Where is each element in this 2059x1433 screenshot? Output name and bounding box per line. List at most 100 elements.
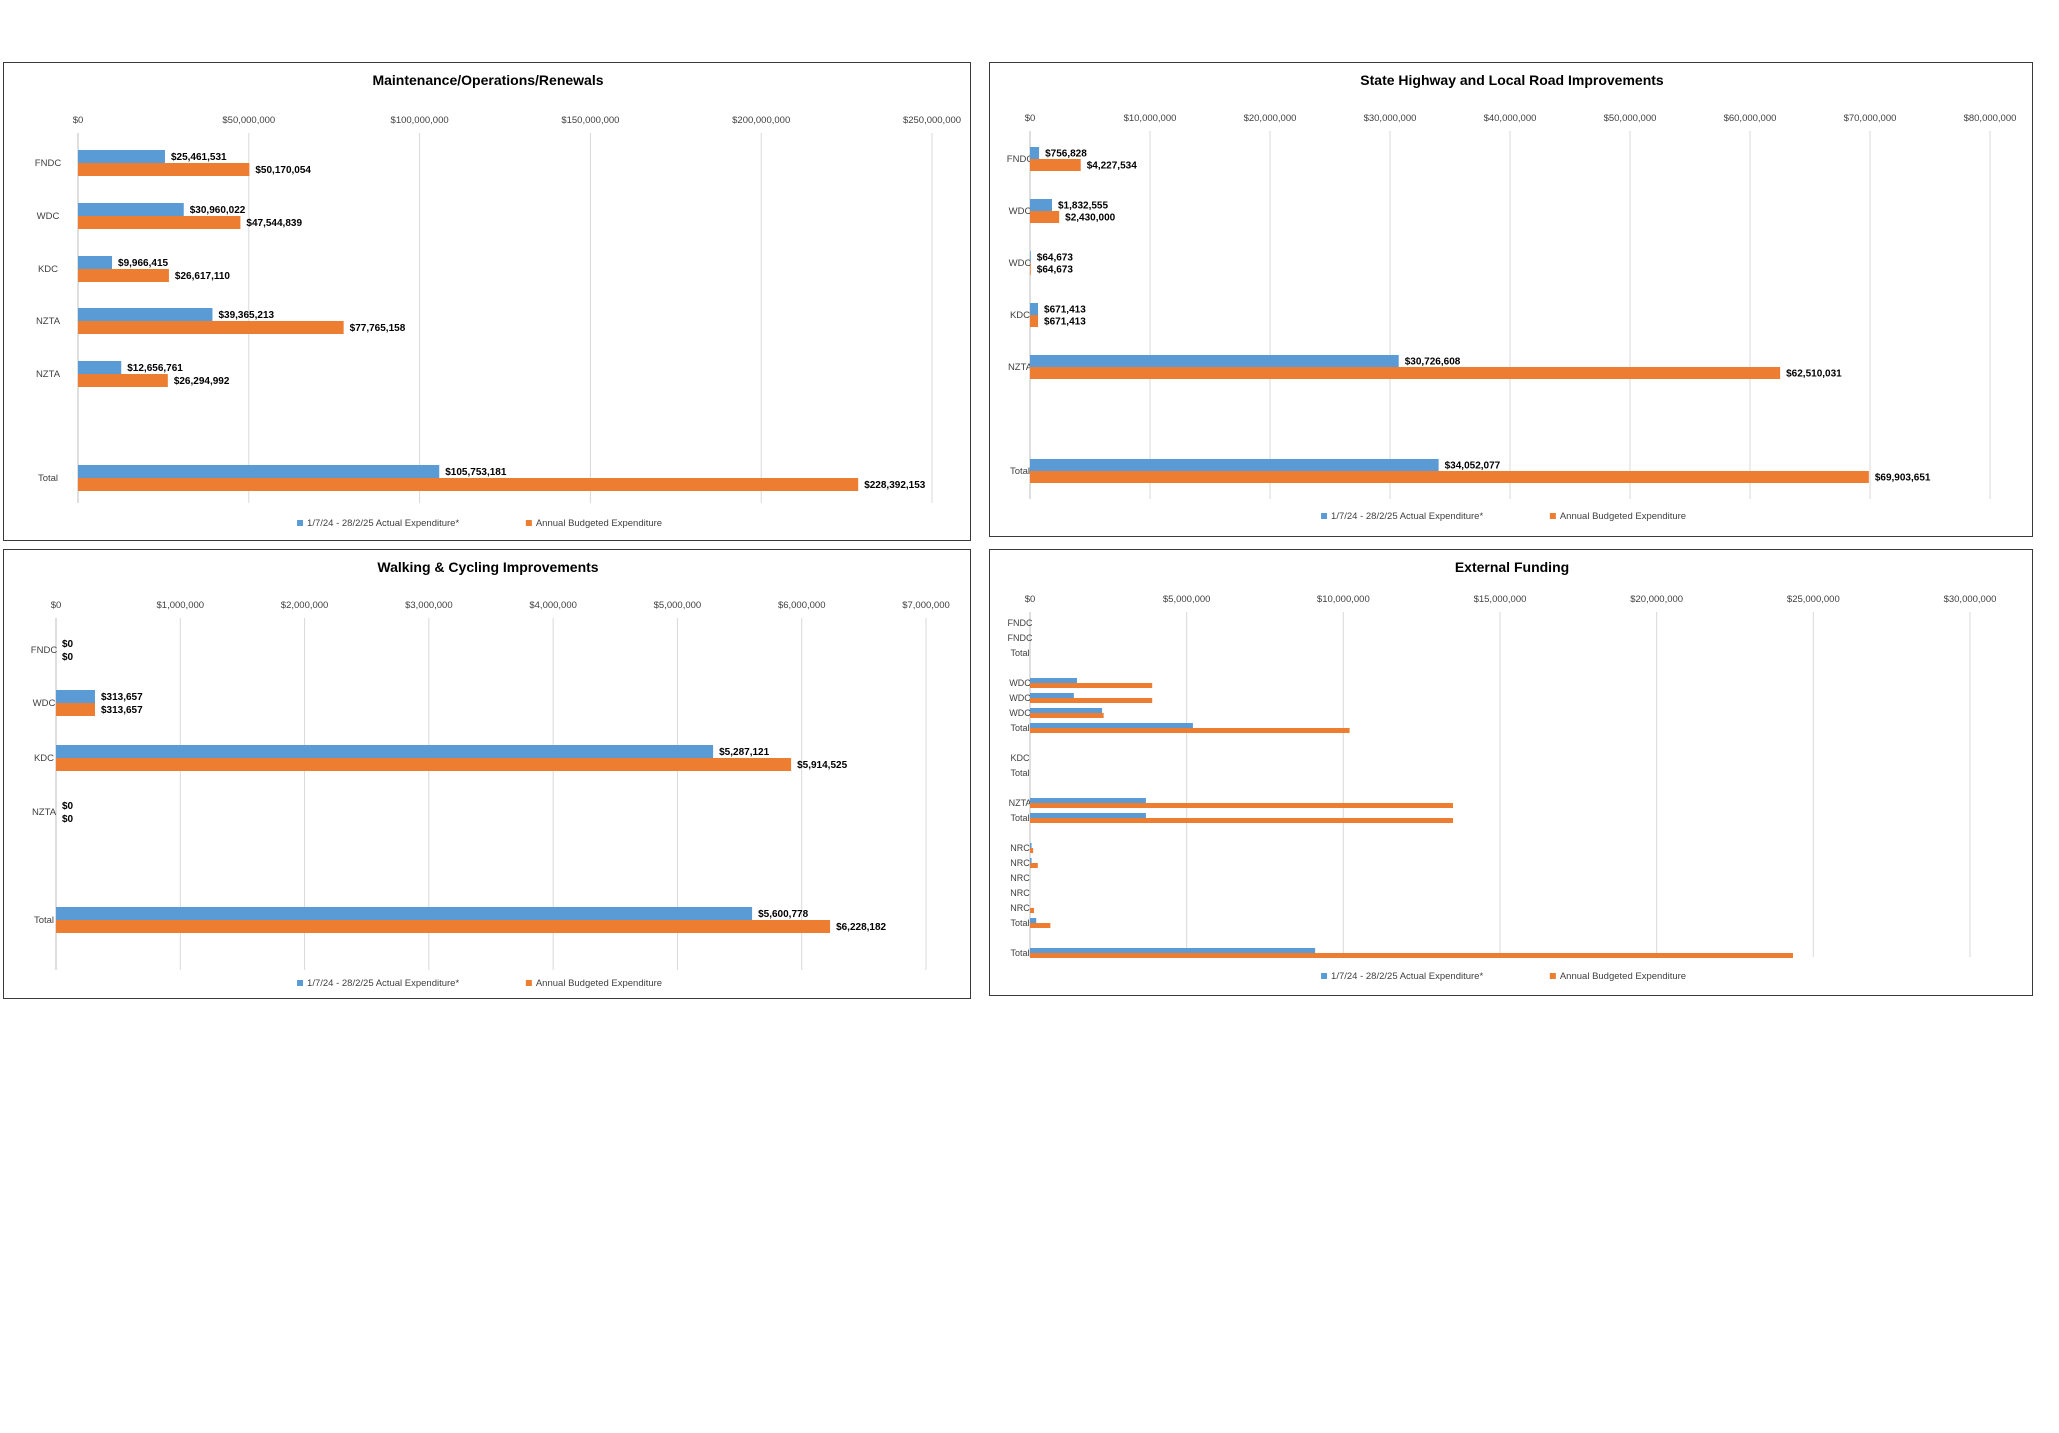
x-tick-label: $0 (73, 115, 84, 126)
bar (1030, 723, 1193, 728)
category-label: WDC (1009, 693, 1031, 703)
chart-panel-external-funding: External Funding $0 $5,000,000 $10,000,000 $… (989, 549, 2033, 996)
data-label: $4,227,534 (1087, 161, 1137, 172)
category-label: KDC (1010, 310, 1030, 321)
chart-external-funding: External Funding $0 $5,000,000 $10,000,000 $… (1008, 559, 1997, 982)
bar (1030, 459, 1439, 471)
category-label: FNDC (1007, 154, 1034, 165)
data-label: $671,413 (1044, 305, 1086, 316)
x-tick-label: $50,000,000 (222, 115, 275, 126)
bar (1030, 698, 1153, 703)
x-tick-label: $0 (1025, 594, 1036, 605)
data-label: $1,832,555 (1058, 201, 1108, 212)
bar (1030, 803, 1453, 808)
category-label: WDC (37, 211, 60, 222)
x-tick-label: $15,000,000 (1474, 594, 1527, 605)
x-tick-label: $10,000,000 (1124, 113, 1177, 124)
legend-label-budget: Annual Budgeted Expenditure (536, 518, 662, 529)
x-tick-label: $80,000,000 (1964, 113, 2017, 124)
legend-swatch-actual (1321, 513, 1328, 519)
bar (1030, 948, 1316, 953)
bar (1030, 211, 1060, 223)
chart-walking-cycling: Walking & Cycling Improvements $0 $1,000,0… (31, 559, 950, 989)
data-label: $64,673 (1037, 253, 1074, 264)
bar (1030, 693, 1074, 698)
bar (1030, 813, 1146, 818)
data-label: $0 (62, 814, 74, 825)
category-label: KDC (1010, 753, 1030, 763)
category-label: WDC (1009, 708, 1031, 718)
data-label: $12,656,761 (127, 363, 183, 374)
bar (78, 308, 213, 321)
x-tick-label: $50,000,000 (1604, 113, 1657, 124)
bar (78, 216, 241, 229)
legend: 1/7/24 - 28/2/25 Actual Expenditure* Annu… (1321, 971, 1686, 982)
bar (1030, 848, 1034, 853)
data-label: $313,657 (101, 705, 143, 716)
chart-title: Walking & Cycling Improvements (377, 559, 598, 575)
category-label: Total (1010, 723, 1029, 733)
category-label: NZTA (36, 369, 61, 380)
legend: 1/7/24 - 28/2/25 Actual Expenditure* Annu… (1321, 511, 1686, 522)
bar (1030, 303, 1039, 315)
bar (1030, 798, 1146, 803)
bar (78, 256, 113, 269)
bar (1030, 683, 1153, 688)
category-label: NRC (1010, 843, 1030, 853)
data-label: $26,294,992 (174, 376, 230, 387)
legend-swatch-budget (525, 520, 532, 526)
x-tick-label: $150,000,000 (561, 115, 619, 126)
x-tick-label: $4,000,000 (529, 600, 577, 611)
category-label: NRC (1010, 858, 1030, 868)
bar (1030, 818, 1453, 823)
legend: 1/7/24 - 28/2/25 Actual Expenditure* Annu… (297, 518, 662, 529)
x-tick-label: $6,000,000 (778, 600, 826, 611)
category-label: WDC (1009, 678, 1031, 688)
category-label: FNDC (31, 645, 58, 656)
category-label: Total (1010, 813, 1029, 823)
chart-title: Maintenance/Operations/Renewals (372, 72, 603, 88)
category-label: Total (1010, 768, 1029, 778)
bar (1030, 713, 1104, 718)
bar (1030, 858, 1032, 863)
bar (78, 361, 122, 374)
data-label: $313,657 (101, 692, 143, 703)
category-label: FNDC (35, 158, 62, 169)
legend-label-actual: 1/7/24 - 28/2/25 Actual Expenditure* (1331, 511, 1483, 522)
chart-maintenance: Maintenance/Operations/Renewals $0 $50,000… (35, 72, 961, 529)
x-tick-label: $5,000,000 (1163, 594, 1211, 605)
bar (1030, 367, 1781, 379)
x-tick-label: $0 (1025, 113, 1036, 124)
x-tick-label: $7,000,000 (902, 600, 950, 611)
legend-swatch-budget (1549, 513, 1556, 519)
category-label: NZTA (1009, 798, 1032, 808)
data-label: $9,966,415 (118, 258, 168, 269)
legend-label-actual: 1/7/24 - 28/2/25 Actual Expenditure* (1331, 971, 1483, 982)
category-label: FNDC (1008, 618, 1033, 628)
bar (56, 745, 714, 758)
category-label: KDC (34, 753, 54, 764)
category-label: Total (1010, 648, 1029, 658)
bar (1030, 315, 1039, 327)
bar (78, 465, 440, 478)
category-label: Total (1010, 918, 1029, 928)
data-label: $50,170,054 (255, 165, 311, 176)
category-label: NRC (1010, 903, 1030, 913)
bar (1030, 708, 1103, 713)
category-label: WDC (1009, 206, 1032, 217)
legend-swatch-actual (297, 980, 304, 986)
legend-swatch-budget (1549, 973, 1556, 979)
category-label: KDC (38, 264, 58, 275)
data-label: $0 (62, 652, 74, 663)
x-tick-label: $5,000,000 (654, 600, 702, 611)
category-label: Total (1010, 948, 1029, 958)
chart-title: External Funding (1455, 559, 1569, 575)
data-label: $30,726,608 (1405, 357, 1461, 368)
bar (1030, 147, 1040, 159)
data-label: $34,052,077 (1445, 461, 1501, 472)
x-tick-label: $70,000,000 (1844, 113, 1897, 124)
bar (1030, 843, 1032, 848)
x-tick-label: $0 (51, 600, 62, 611)
data-label: $756,828 (1045, 149, 1087, 160)
data-label: $47,544,839 (246, 218, 302, 229)
